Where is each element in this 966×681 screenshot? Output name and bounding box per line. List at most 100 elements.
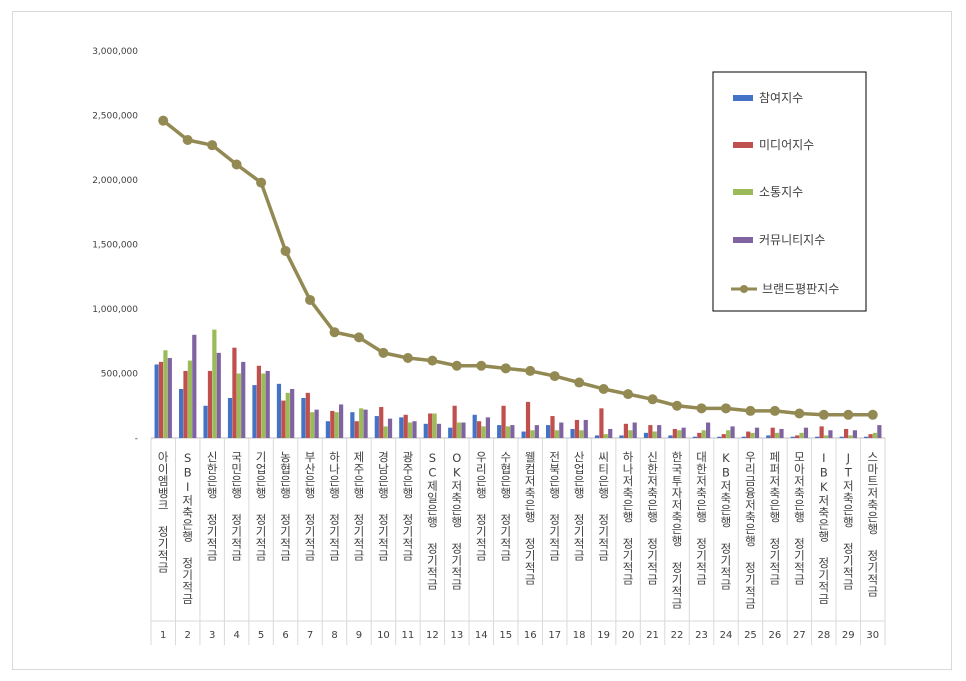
bar-참여지수 <box>399 417 404 438</box>
category-label: 신한은행 정기적금 <box>205 451 219 562</box>
bar-소통지수 <box>236 373 241 438</box>
bar-커뮤니티지수 <box>290 388 295 438</box>
bar-미디어지수 <box>672 428 677 438</box>
line-point-브랜드평판지수 <box>378 347 389 358</box>
line-point-브랜드평판지수 <box>549 371 560 382</box>
rank-label: 3 <box>209 630 215 641</box>
bar-참여지수 <box>839 436 844 438</box>
legend-label: 소통지수 <box>759 185 803 199</box>
bar-참여지수 <box>643 432 649 438</box>
bar-참여지수 <box>179 388 184 438</box>
y-tick-label: 1,500,000 <box>92 241 138 251</box>
bar-커뮤니티지수 <box>167 358 172 438</box>
bar-소통지수 <box>187 360 192 438</box>
bar-미디어지수 <box>525 401 531 438</box>
bar-미디어지수 <box>868 434 873 438</box>
bar-소통지수 <box>628 430 633 438</box>
line-point-브랜드평판지수 <box>598 383 609 394</box>
bar-소통지수 <box>701 430 706 438</box>
y-tick-label: - <box>135 434 138 444</box>
rank-label: 5 <box>258 630 264 641</box>
bar-참여지수 <box>325 421 330 438</box>
category-label: 우리금융저축은행 정기적금 <box>743 451 757 610</box>
bar-참여지수 <box>717 436 722 438</box>
line-point-브랜드평판지수 <box>623 389 634 400</box>
bar-커뮤니티지수 <box>485 417 490 438</box>
rank-label: 14 <box>475 630 488 641</box>
bar-미디어지수 <box>844 428 849 438</box>
category-label: JT저축은행 정기적금 <box>841 451 855 591</box>
line-point-브랜드평판지수 <box>427 355 438 366</box>
bar-참여지수 <box>350 412 355 438</box>
rank-label: 15 <box>499 630 512 641</box>
bar-커뮤니티지수 <box>779 428 784 438</box>
category-label: OK저축은행 정기적금 <box>450 451 464 591</box>
line-point-브랜드평판지수 <box>696 403 707 414</box>
bar-소통지수 <box>677 430 682 438</box>
line-point-브랜드평판지수 <box>451 360 462 371</box>
bar-커뮤니티지수 <box>436 423 442 438</box>
bar-미디어지수 <box>183 370 188 438</box>
legend-swatch-소통지수 <box>733 189 753 195</box>
rank-label: 17 <box>548 630 561 641</box>
rank-label: 6 <box>282 630 288 641</box>
bar-커뮤니티지수 <box>559 422 564 438</box>
rank-label: 2 <box>185 630 191 641</box>
legend-label: 참여지수 <box>759 91 803 105</box>
bar-커뮤니티지수 <box>657 425 662 438</box>
bar-커뮤니티지수 <box>461 422 466 438</box>
line-point-브랜드평판지수 <box>794 408 805 419</box>
bar-미디어지수 <box>477 421 482 438</box>
legend-swatch-미디어지수 <box>733 142 753 148</box>
bar-소통지수 <box>334 412 339 438</box>
rank-label: 24 <box>720 630 733 641</box>
bar-소통지수 <box>285 392 290 438</box>
bar-소통지수 <box>481 426 486 438</box>
bar-미디어지수 <box>403 414 408 438</box>
rank-label: 10 <box>377 630 390 641</box>
bar-커뮤니티지수 <box>412 421 417 438</box>
bar-참여지수 <box>594 435 600 438</box>
bar-커뮤니티지수 <box>387 418 393 438</box>
category-label: 신한저축은행 정기적금 <box>646 451 660 586</box>
bar-소통지수 <box>652 431 657 438</box>
category-label: 아이엠뱅크 정기적금 <box>156 451 170 574</box>
bar-커뮤니티지수 <box>852 430 857 438</box>
bar-커뮤니티지수 <box>216 352 221 438</box>
category-label: 대한저축은행 정기적금 <box>695 451 709 586</box>
line-point-브랜드평판지수 <box>672 400 683 411</box>
legend-swatch-커뮤니티지수 <box>733 237 753 243</box>
category-label: 산업은행 정기적금 <box>572 451 586 562</box>
line-point-브랜드평판지수 <box>769 405 780 416</box>
bar-미디어지수 <box>379 407 384 438</box>
bar-참여지수 <box>815 436 820 438</box>
category-label: 부산은행 정기적금 <box>303 451 317 562</box>
bar-참여지수 <box>668 435 673 438</box>
legend-label: 브랜드평판지수 <box>762 282 839 296</box>
bar-소통지수 <box>432 413 437 438</box>
line-point-브랜드평판지수 <box>843 409 854 420</box>
bar-참여지수 <box>252 385 257 438</box>
category-label: 수협은행 정기적금 <box>499 451 513 562</box>
bar-커뮤니티지수 <box>363 409 368 438</box>
bar-소통지수 <box>775 432 780 438</box>
bar-커뮤니티지수 <box>265 370 270 438</box>
bar-참여지수 <box>790 436 795 438</box>
bar-미디어지수 <box>428 413 433 438</box>
bar-참여지수 <box>864 436 869 438</box>
rank-label: 18 <box>573 630 586 641</box>
bar-미디어지수 <box>550 416 555 438</box>
bar-참여지수 <box>570 428 575 438</box>
line-point-브랜드평판지수 <box>867 409 878 420</box>
line-point-브랜드평판지수 <box>256 177 267 188</box>
bar-참여지수 <box>546 425 551 438</box>
category-label: 전북은행 정기적금 <box>548 451 562 562</box>
bar-미디어지수 <box>207 370 213 438</box>
line-point-브랜드평판지수 <box>500 363 511 374</box>
category-label: SBI저축은행 정기적금 <box>181 451 195 605</box>
bar-소통지수 <box>603 434 608 438</box>
rank-label: 11 <box>402 630 415 641</box>
bar-참여지수 <box>472 414 477 438</box>
rank-label: 16 <box>524 630 537 641</box>
